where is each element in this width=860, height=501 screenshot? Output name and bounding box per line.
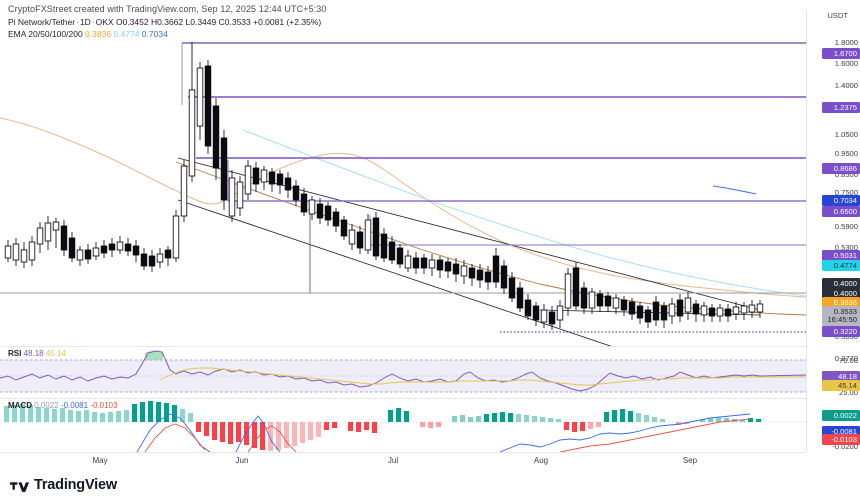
macd-legend[interactable]: MACD 0.0022 -0.0081 -0.0103 <box>8 401 117 410</box>
macd-axis-badge[interactable]: 0.0022 <box>822 410 860 421</box>
macd-svg <box>0 401 806 452</box>
interval-label[interactable]: 1D <box>79 17 91 27</box>
rsi-ma-line <box>159 367 806 386</box>
price-axis[interactable]: USDT 1.80001.60001.40001.20001.05000.950… <box>806 10 860 452</box>
macd-axis-badge[interactable]: -0.0103 <box>822 434 860 445</box>
ema20-value: 0.3836 <box>85 28 112 39</box>
macd-axis-badge[interactable]: -0.0081 <box>822 426 860 437</box>
price-axis-badge-last-price[interactable]: 0.3533 16:45:50 <box>822 306 860 326</box>
time-axis-tick: Jul <box>387 456 399 465</box>
tradingview-logo[interactable]: TradingView <box>10 477 117 493</box>
price-chart-pane[interactable] <box>0 10 806 346</box>
rsi-legend-value: 48.18 <box>23 349 44 358</box>
rsi-line <box>0 350 806 392</box>
channel-lower-line <box>177 199 612 346</box>
ohlc-high: H0.3662 <box>150 17 184 27</box>
price-axis-tick: 0.9500 <box>834 149 858 158</box>
price-axis-tick: 1.8000 <box>834 38 858 47</box>
time-axis-tick: Sep <box>682 456 698 465</box>
ohlc-close: C0.3533 <box>218 17 251 27</box>
rsi-axis-badge[interactable]: 48.18 <box>822 371 860 382</box>
price-axis-tick: 0.2770 <box>834 354 858 363</box>
price-axis-badge-level[interactable]: 0.4000 <box>822 278 860 289</box>
price-axis-badge-support[interactable]: 0.3220 <box>822 326 860 337</box>
price-chart-svg <box>0 42 806 346</box>
legend-row-ema[interactable]: EMA 20/50/100/200 0.3836 0.4774 0.7034 <box>8 29 321 41</box>
tradingview-mark-icon <box>10 481 29 492</box>
ema200b-line <box>175 161 806 316</box>
price-axis-tick: 0.5300 <box>834 243 858 252</box>
price-axis-badge-resistance[interactable]: 0.5031 <box>822 250 860 261</box>
ohlc-open: O0.3452 <box>115 17 149 27</box>
rsi-axis-tick: 25.00 <box>838 388 858 397</box>
macd-histogram <box>4 401 761 451</box>
ohlc-change: +0.0081 (+2.35%) <box>253 17 322 27</box>
ema50-value: 0.4774 <box>113 28 140 39</box>
price-axis-badge-resistance[interactable]: 0.6600 <box>822 206 860 217</box>
rsi-legend-ma-value: 45.14 <box>45 349 66 358</box>
rsi-pane[interactable]: RSI 48.18 45.14 <box>0 348 806 398</box>
macd-legend-hist: 0.0022 <box>34 401 59 410</box>
rsi-legend[interactable]: RSI 48.18 45.14 <box>8 349 66 358</box>
macd-axis-tick: -0.0200 <box>832 442 858 451</box>
macd-signal-line <box>144 418 751 452</box>
last-price-time: 16:45:50 <box>827 315 857 324</box>
pane-separator-rsi[interactable] <box>0 346 806 347</box>
price-axis-badge-ema20[interactable]: 0.3836 <box>822 297 860 308</box>
ohlc-low: L0.3449 <box>185 17 217 27</box>
price-axis-badge-resistance[interactable]: 1.2375 <box>822 102 860 113</box>
price-axis-tick: 0.5900 <box>834 222 858 231</box>
ema-label: EMA 20/50/100/200 <box>8 28 83 39</box>
time-axis[interactable]: May Jun Jul Aug Sep <box>0 452 806 472</box>
symbol-name[interactable]: Pi Network/Tether <box>8 17 76 27</box>
price-axis-badge-level[interactable]: 0.4000 <box>822 288 860 299</box>
ema50-line <box>242 129 806 297</box>
macd-legend-macd: -0.0081 <box>60 401 89 410</box>
time-axis-tick: Aug <box>533 456 549 465</box>
chart-legend: Pi Network/Tether·1D·OKX O0.3452 H0.3662… <box>8 17 321 40</box>
ema100-value: 0.7034 <box>141 28 168 39</box>
price-axis-badge-ema50[interactable]: 0.4774 <box>822 260 860 271</box>
macd-legend-signal: -0.0103 <box>90 401 118 410</box>
price-axis-tick: 1.6000 <box>834 59 858 68</box>
price-axis-tick: 0.8500 <box>834 170 858 179</box>
price-axis-unit: USDT <box>827 11 848 20</box>
pane-separator-macd[interactable] <box>0 398 806 399</box>
price-axis-tick: 1.0500 <box>834 130 858 139</box>
rsi-axis-tick: 75.00 <box>838 356 858 365</box>
pane-separator-time <box>0 452 806 453</box>
rsi-axis-badge[interactable]: 45.14 <box>822 380 860 391</box>
time-axis-tick: Jun <box>235 456 249 465</box>
price-axis-tick: 0.7500 <box>834 188 858 197</box>
macd-pane[interactable]: MACD 0.0022 -0.0081 -0.0103 <box>0 400 806 452</box>
price-axis-badge-resistance[interactable]: 0.8686 <box>822 163 860 174</box>
exchange-label: OKX <box>95 17 114 27</box>
ema100-line <box>712 185 757 195</box>
candlestick-series <box>4 42 764 330</box>
rsi-svg <box>0 350 806 393</box>
macd-legend-label: MACD <box>8 401 32 410</box>
tradingview-wordmark: TradingView <box>34 477 117 493</box>
price-axis-badge-resistance[interactable]: 1.6700 <box>822 48 860 59</box>
price-axis-tick: 1.4000 <box>834 81 858 90</box>
time-axis-tick: May <box>92 456 108 465</box>
price-axis-badge-ema100[interactable]: 0.7034 <box>822 195 860 206</box>
legend-row-symbol[interactable]: Pi Network/Tether·1D·OKX O0.3452 H0.3662… <box>8 17 322 27</box>
attribution-text: CryptoFXStreet created with TradingView.… <box>8 4 327 14</box>
rsi-legend-label: RSI <box>8 349 22 358</box>
ema200-line <box>0 117 806 298</box>
